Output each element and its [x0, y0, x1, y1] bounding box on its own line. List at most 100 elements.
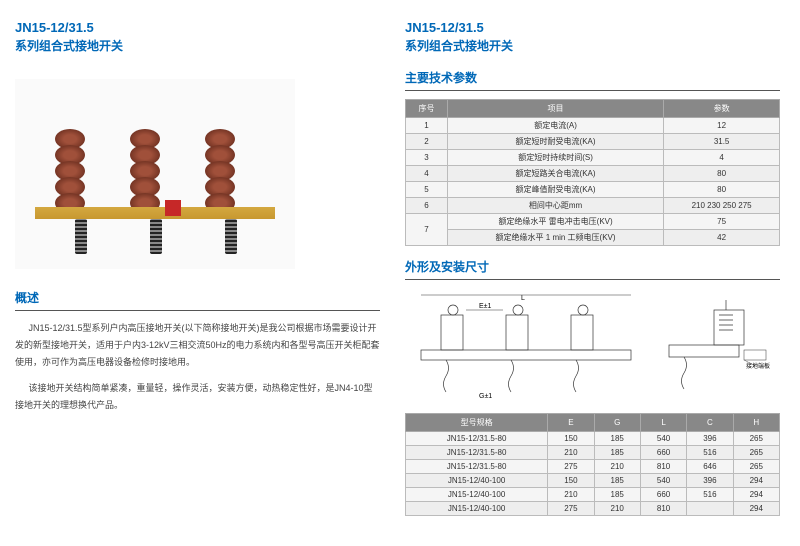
svg-text:E±1: E±1 — [479, 303, 492, 310]
dim-row: JN15-12/31.5-80150185540396265 — [406, 431, 780, 445]
spec-row: 额定绝缘水平 1 min 工频电压(KV)42 — [406, 229, 780, 245]
spec-cell: 额定峰值耐受电流(KA) — [447, 181, 663, 197]
spec-title: 主要技术参数 — [405, 69, 780, 91]
dim-cell: JN15-12/40-100 — [406, 473, 548, 487]
spec-th-val: 参数 — [664, 99, 780, 117]
title-sub-right: 系列组合式接地开关 — [405, 37, 780, 54]
dim-cell: 185 — [594, 487, 640, 501]
dim-cell: 210 — [548, 487, 594, 501]
dim-table: 型号规格EGLCH JN15-12/31.5-80150185540396265… — [405, 413, 780, 516]
spec-cell: 6 — [406, 197, 448, 213]
dim-cell: 396 — [687, 473, 733, 487]
spec-row: 5额定峰值耐受电流(KA)80 — [406, 181, 780, 197]
dimension-diagram: E±1 L G±1 接地端板 — [405, 288, 780, 403]
dim-th: L — [640, 413, 686, 431]
spec-cell: 额定短时耐受电流(KA) — [447, 133, 663, 149]
dim-cell: 646 — [687, 459, 733, 473]
dim-cell: 516 — [687, 445, 733, 459]
spec-row: 2额定短时耐受电流(KA)31.5 — [406, 133, 780, 149]
spec-row: 6相间中心距mm210 230 250 275 — [406, 197, 780, 213]
dim-cell: 294 — [733, 501, 779, 515]
svg-text:G±1: G±1 — [479, 393, 492, 400]
spec-th-no: 序号 — [406, 99, 448, 117]
spec-row: 3额定短时持续时间(S)4 — [406, 149, 780, 165]
spec-row: 7额定绝缘水平 雷电冲击电压(KV)75 — [406, 213, 780, 229]
dim-title: 外形及安装尺寸 — [405, 258, 780, 280]
spec-cell: 相间中心距mm — [447, 197, 663, 213]
dim-cell: JN15-12/40-100 — [406, 487, 548, 501]
dim-row: JN15-12/40-100150185540396294 — [406, 473, 780, 487]
spec-cell: 5 — [406, 181, 448, 197]
dim-th: E — [548, 413, 594, 431]
dim-cell: 150 — [548, 431, 594, 445]
spec-cell: 80 — [664, 165, 780, 181]
overview-title: 概述 — [15, 289, 380, 311]
page: JN15-12/31.5 系列组合式接地开关 概述 JN15-12/31.5型系… — [0, 0, 800, 546]
spec-cell: 1 — [406, 117, 448, 133]
spec-cell: 额定绝缘水平 1 min 工频电压(KV) — [447, 229, 663, 245]
dim-row: JN15-12/31.5-80210185660516265 — [406, 445, 780, 459]
title-main-right: JN15-12/31.5 — [405, 20, 780, 37]
dim-cell: JN15-12/40-100 — [406, 501, 548, 515]
dim-th: C — [687, 413, 733, 431]
spec-cell: 2 — [406, 133, 448, 149]
dim-cell: 185 — [594, 445, 640, 459]
dim-cell: JN15-12/31.5-80 — [406, 431, 548, 445]
title-main-left: JN15-12/31.5 — [15, 20, 380, 37]
dim-row: JN15-12/31.5-80275210810646265 — [406, 459, 780, 473]
dim-row: JN15-12/40-100275210810 294 — [406, 501, 780, 515]
dim-cell: 810 — [640, 501, 686, 515]
dim-cell: 265 — [733, 431, 779, 445]
dim-cell: 185 — [594, 473, 640, 487]
left-column: JN15-12/31.5 系列组合式接地开关 概述 JN15-12/31.5型系… — [0, 0, 395, 546]
spec-cell: 75 — [664, 213, 780, 229]
spec-cell: 12 — [664, 117, 780, 133]
dim-cell: 150 — [548, 473, 594, 487]
dim-cell: 396 — [687, 431, 733, 445]
spec-cell: 额定电流(A) — [447, 117, 663, 133]
svg-text:L: L — [521, 295, 525, 302]
dim-cell: 810 — [640, 459, 686, 473]
dim-cell: 540 — [640, 473, 686, 487]
product-image — [15, 79, 295, 269]
dim-cell — [687, 501, 733, 515]
dim-cell: 210 — [594, 501, 640, 515]
spec-th-item: 项目 — [447, 99, 663, 117]
spec-cell: 4 — [664, 149, 780, 165]
title-block-right: JN15-12/31.5 系列组合式接地开关 — [405, 20, 780, 54]
dim-th: 型号规格 — [406, 413, 548, 431]
overview-p1: JN15-12/31.5型系列户内高压接地开关(以下简称接地开关)是我公司根据市… — [15, 320, 380, 371]
spec-cell: 210 230 250 275 — [664, 197, 780, 213]
spec-row: 1额定电流(A)12 — [406, 117, 780, 133]
dim-cell: 660 — [640, 487, 686, 501]
dim-cell: 516 — [687, 487, 733, 501]
dim-cell: 265 — [733, 459, 779, 473]
dim-cell: 660 — [640, 445, 686, 459]
spec-cell: 80 — [664, 181, 780, 197]
dim-th: G — [594, 413, 640, 431]
spec-cell: 额定绝缘水平 雷电冲击电压(KV) — [447, 213, 663, 229]
side-view-diagram: 接地端板 — [654, 290, 774, 400]
spec-cell: 3 — [406, 149, 448, 165]
dim-cell: 275 — [548, 459, 594, 473]
spec-cell: 42 — [664, 229, 780, 245]
overview-p2: 该接地开关结构简单紧凑，重量轻，操作灵活，安装方便，动热稳定性好，是JN4-10… — [15, 380, 380, 414]
title-sub-left: 系列组合式接地开关 — [15, 37, 380, 54]
dim-cell: 540 — [640, 431, 686, 445]
dim-cell: 294 — [733, 487, 779, 501]
svg-text:接地端板: 接地端板 — [746, 362, 770, 370]
spec-cell: 额定短时持续时间(S) — [447, 149, 663, 165]
dim-cell: JN15-12/31.5-80 — [406, 445, 548, 459]
dim-cell: 294 — [733, 473, 779, 487]
dim-row: JN15-12/40-100210185660516294 — [406, 487, 780, 501]
dim-cell: 275 — [548, 501, 594, 515]
dim-cell: 265 — [733, 445, 779, 459]
dim-cell: JN15-12/31.5-80 — [406, 459, 548, 473]
front-view-diagram: E±1 L G±1 — [411, 290, 641, 400]
spec-row: 4额定短路关合电流(KA)80 — [406, 165, 780, 181]
spec-cell: 额定短路关合电流(KA) — [447, 165, 663, 181]
dim-cell: 210 — [594, 459, 640, 473]
spec-cell: 7 — [406, 213, 448, 245]
spec-cell: 4 — [406, 165, 448, 181]
spec-table: 序号 项目 参数 1额定电流(A)122额定短时耐受电流(KA)31.53额定短… — [405, 99, 780, 246]
